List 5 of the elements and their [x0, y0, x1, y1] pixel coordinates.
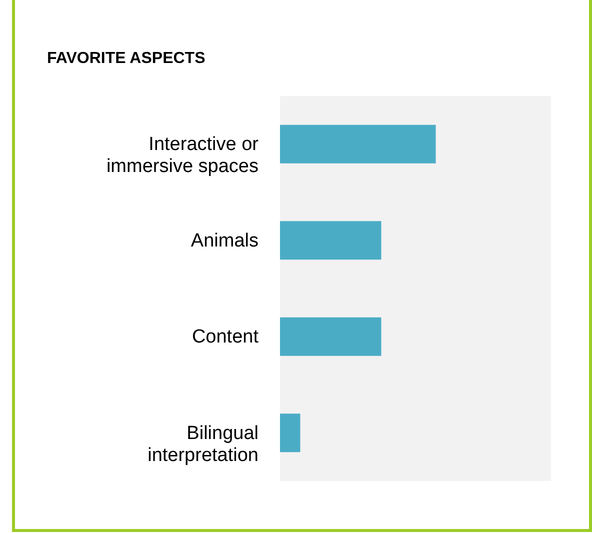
- text: FAVORITE ASPECTS: [47, 50, 206, 67]
- y-tick-label: Bilingual interpretation: [148, 422, 258, 466]
- y-tick-label: Interactive or immersive spaces: [106, 134, 260, 178]
- y-tick-label: Animals: [190, 230, 258, 252]
- y-tick-label: Content: [192, 326, 260, 348]
